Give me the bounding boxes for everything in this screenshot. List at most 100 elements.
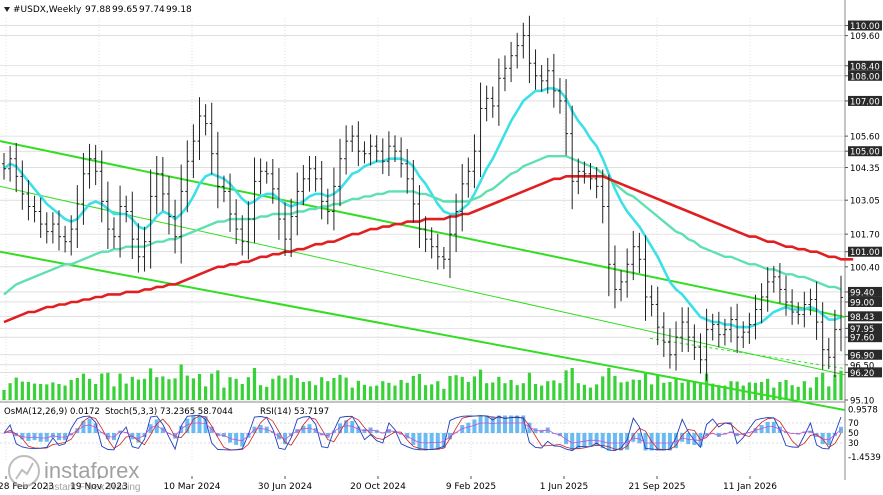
osma-bar <box>429 433 434 450</box>
osma-bar <box>368 427 373 433</box>
osma-bar <box>350 421 355 433</box>
volume-bar <box>436 381 440 400</box>
volume-bar <box>320 377 324 400</box>
osma-bar <box>20 433 25 440</box>
dropdown-triangle-icon[interactable] <box>4 7 10 12</box>
volume-bar <box>814 377 819 400</box>
volume-bar <box>558 383 562 400</box>
volume-bar <box>258 385 263 400</box>
volume-bar <box>240 384 244 400</box>
osma-bar <box>484 415 489 433</box>
volume-bar <box>381 381 385 400</box>
volume-bar <box>772 387 776 400</box>
volume-bar <box>650 384 654 400</box>
volume-bar <box>790 385 794 400</box>
price-label-box <box>848 20 882 31</box>
volume-bar <box>197 374 202 400</box>
volume-bar <box>704 373 709 400</box>
volume-bar <box>423 385 428 400</box>
volume-bar <box>350 387 354 400</box>
volume-bar <box>32 383 37 400</box>
volume-bar <box>674 377 678 400</box>
volume-bar <box>271 378 275 400</box>
osma-bar <box>38 433 43 442</box>
volume-bar <box>668 382 672 400</box>
volume-bar <box>69 380 73 400</box>
rsi-line <box>3 422 842 444</box>
volume-bar <box>540 385 544 400</box>
watermark-tagline: Instant Forex Trading <box>46 482 141 493</box>
channel-lower-line <box>0 250 846 412</box>
price-tick-label: 97.95 <box>850 325 874 335</box>
volume-bar <box>362 384 367 400</box>
volume-bar <box>161 376 165 400</box>
rsi-readout: RSI(14) 53.7197 <box>260 407 329 417</box>
osma-bar <box>643 433 648 451</box>
volume-bar <box>643 372 648 400</box>
volume-bar <box>729 381 733 400</box>
osma-bar <box>594 433 599 446</box>
osma-bar <box>32 433 37 441</box>
price-tick-label: 101.70 <box>850 231 880 241</box>
volume-bar <box>698 384 703 400</box>
osma-bar <box>502 415 507 433</box>
volume-bar <box>411 376 415 400</box>
volume-bar <box>692 381 696 400</box>
osma-bar <box>600 433 605 449</box>
volume-bar <box>326 381 330 400</box>
volume-bar <box>570 368 574 400</box>
time-tick-label: 19 Nov 2023 <box>70 482 128 492</box>
osma-bar <box>228 433 233 443</box>
symbol-header: #USDX,Weekly 97.88 99.65 97.74 99.18 <box>4 5 192 15</box>
osma-bar <box>619 433 624 451</box>
price-tick-label: 105.60 <box>850 133 880 143</box>
price-label-box <box>848 367 882 378</box>
osma-bar <box>441 433 446 449</box>
volume-bar <box>430 384 434 400</box>
price-tick-label: 100.40 <box>850 263 880 273</box>
volume-bar <box>588 387 593 400</box>
indicator-tick-label: 30 <box>848 439 859 449</box>
ohlc-high: 99.65 <box>112 5 138 15</box>
osma-bar <box>44 433 49 442</box>
volume-bar <box>796 386 800 400</box>
volume-bar <box>564 370 568 400</box>
osma-bar <box>307 424 312 433</box>
osma-bar <box>582 433 587 448</box>
time-tick-label: 11 Jan 2026 <box>723 482 777 492</box>
osma-bar <box>472 419 477 433</box>
volume-bar <box>216 370 220 400</box>
volume-bar <box>142 378 147 400</box>
grid <box>0 0 846 480</box>
price-label-box <box>848 146 882 157</box>
osma-bar <box>240 433 245 447</box>
volume-bar <box>625 381 629 400</box>
volume-bar <box>8 383 12 400</box>
volume-bar <box>2 390 6 400</box>
osma-bar <box>111 433 116 441</box>
ema-slow-line <box>3 175 854 324</box>
osma-bar <box>509 415 514 433</box>
volume-bar <box>839 370 843 400</box>
price-tick-label: 101.00 <box>850 248 880 258</box>
volume-bar <box>252 368 257 400</box>
osma-bar <box>26 433 31 441</box>
osma-bar <box>301 425 306 433</box>
volume-bar <box>741 385 745 400</box>
volume-bar <box>210 373 214 400</box>
volume-bar <box>344 377 348 400</box>
volume-bar <box>466 382 470 400</box>
volume-bar <box>680 382 684 400</box>
volume-bar <box>448 376 452 400</box>
price-tick-label: 108.40 <box>850 62 880 72</box>
osma-bar <box>606 433 611 451</box>
volume-bar <box>14 377 18 400</box>
volume-bar <box>595 384 599 400</box>
volume-bar <box>527 372 532 400</box>
volume-bar <box>442 388 446 400</box>
price-tick-label: 97.60 <box>850 334 874 344</box>
osma-bar <box>93 423 98 433</box>
ohlc-low: 97.74 <box>139 5 165 15</box>
osma-bar <box>826 433 831 445</box>
